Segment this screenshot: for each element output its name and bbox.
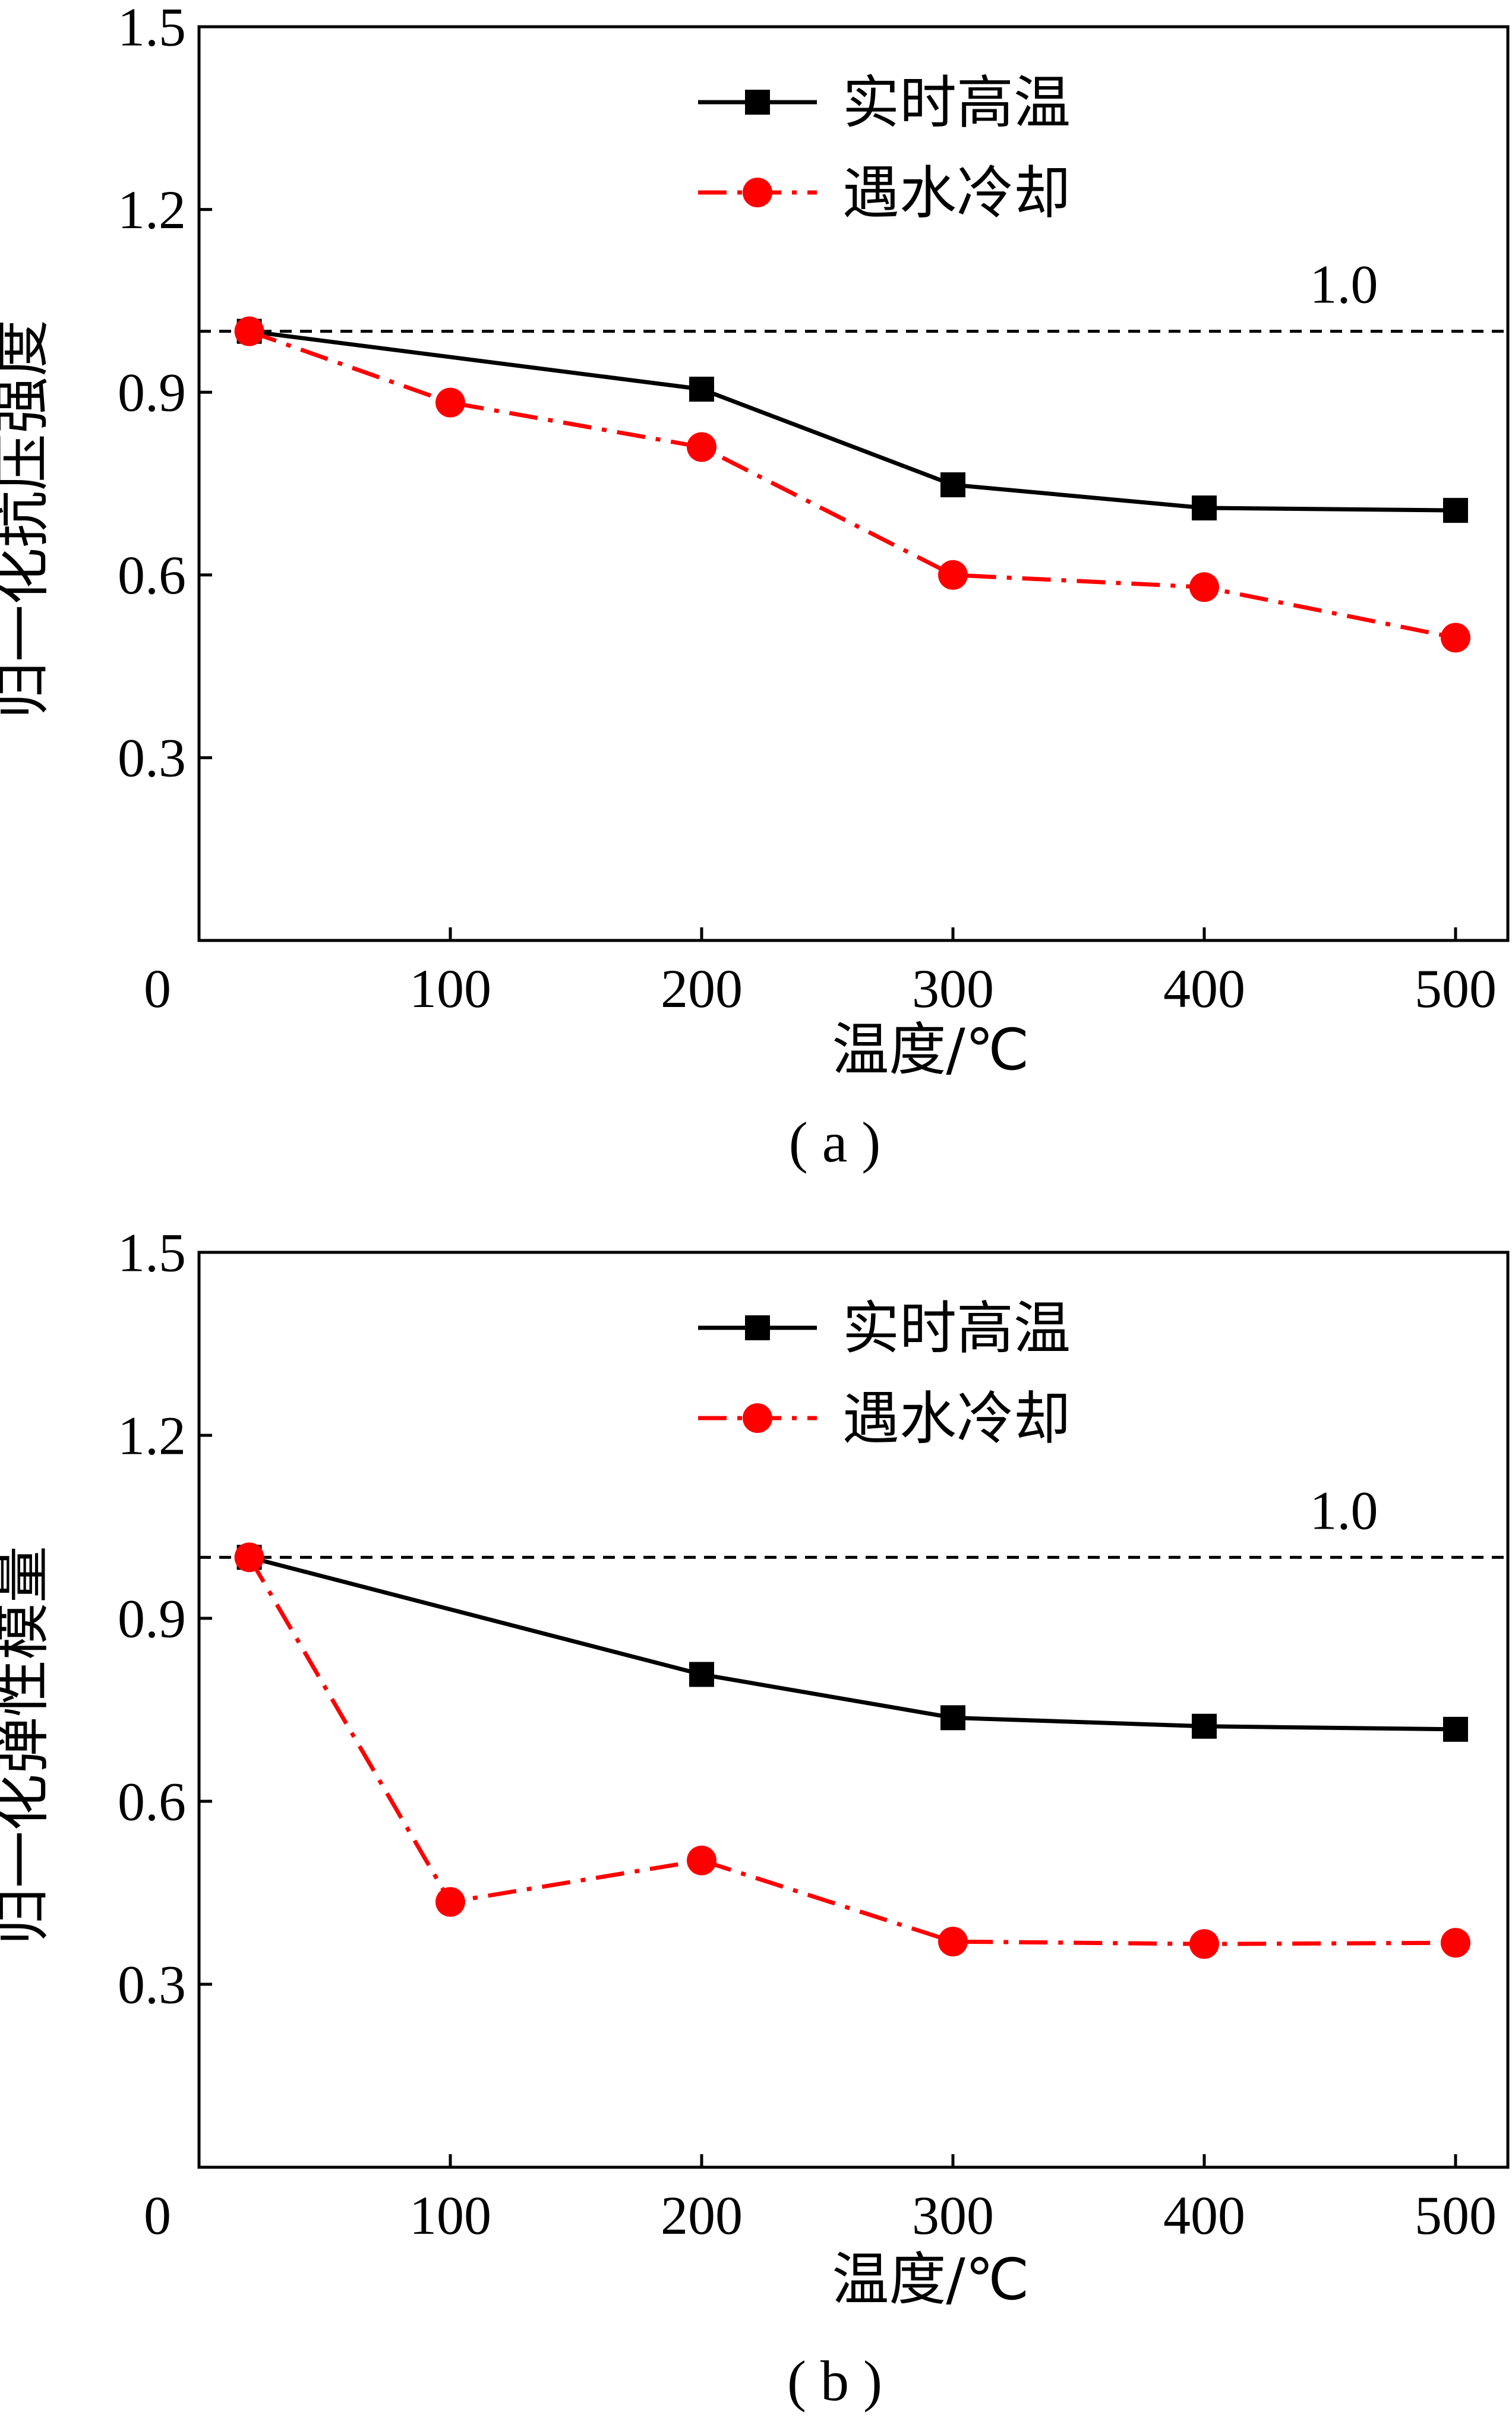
y-tick-label: 1.5 (118, 0, 186, 57)
legend-marker-square (745, 1315, 770, 1340)
data-point-square (1192, 495, 1217, 521)
x-tick-label: 200 (661, 958, 743, 1019)
plot-frame (197, 1251, 1510, 2169)
panel-label: ( a ) (789, 1110, 881, 1174)
x-tick-label: 300 (912, 2185, 994, 2246)
plot-frame (197, 25, 1510, 942)
legend-label: 实时高温 (842, 70, 1071, 136)
x-axis-label: 温度/℃ (832, 1016, 1029, 1083)
y-axis-label: 归一化抗压强度 (0, 320, 55, 719)
data-point-circle (687, 1845, 716, 1876)
x-axis-label: 温度/℃ (832, 2246, 1029, 2313)
x-tick-label: 500 (1415, 958, 1497, 1019)
x-tick-label: 200 (661, 2185, 743, 2246)
data-point-circle (1441, 623, 1470, 653)
chart-panel-b: 0.3 0.6 0.9 1.2 1.5 0 100 200 300 400 500 1.0 实时高温遇水… (0, 1222, 1510, 2413)
data-point-circle (687, 432, 716, 462)
legend-item: 实时高温 (698, 1295, 1071, 1362)
legend-marker-circle (743, 178, 772, 207)
series-line-realtime (248, 1555, 1456, 1732)
data-point-circle (234, 316, 264, 346)
y-tick-label: 0.3 (118, 1954, 186, 2015)
data-point-square (1192, 1713, 1217, 1739)
data-point-circle (1441, 1928, 1470, 1958)
legend-marker-circle (743, 1403, 772, 1433)
data-point-square (940, 1705, 965, 1731)
data-point-circle (938, 560, 968, 590)
series-line-realtime (249, 329, 1456, 513)
data-point-circle (1189, 1929, 1219, 1959)
y-axis-label: 归一化弹性模量 (0, 1546, 55, 1945)
reference-line-label: 1.0 (1310, 254, 1378, 315)
data-point-square (1443, 1716, 1468, 1742)
legend-label: 遇水冷却 (842, 160, 1071, 226)
y-tick-label: 0.6 (118, 545, 186, 605)
data-point-circle (435, 387, 465, 418)
data-point-square (689, 377, 714, 402)
x-tick-label: 400 (1163, 2185, 1245, 2246)
y-tick-label: 0.9 (118, 362, 186, 422)
data-point-square (940, 472, 965, 498)
x-tick-label: 400 (1163, 958, 1245, 1019)
y-tick-label: 0.9 (118, 1588, 186, 1649)
data-point-circle (435, 1887, 465, 1917)
legend-marker-square (745, 90, 770, 115)
y-tick-label: 1.2 (118, 1405, 186, 1466)
reference-line-label: 1.0 (1310, 1480, 1378, 1540)
y-tick-label: 0.3 (118, 728, 186, 788)
chart-panel-a: 0.3 0.6 0.9 1.2 1.5 0 100 200 300 400 500 1.0 实时高温遇水… (0, 0, 1510, 1174)
y-tick-label: 1.5 (118, 1222, 186, 1283)
x-tick-label: 100 (409, 958, 491, 1019)
x-tick-label: 0 (144, 958, 171, 1019)
legend-label: 实时高温 (842, 1295, 1071, 1362)
series-line-water-cooled (248, 329, 1456, 640)
legend-item: 遇水冷却 (698, 160, 1071, 226)
y-tick-label: 1.2 (118, 179, 186, 240)
x-tick-label: 0 (144, 2185, 171, 2246)
x-tick-label: 100 (409, 2185, 491, 2246)
series-line-water-cooled (247, 1556, 1456, 1946)
y-tick-label: 0.6 (118, 1771, 186, 1832)
x-tick-label: 500 (1415, 2185, 1497, 2246)
data-point-circle (1189, 572, 1219, 602)
legend-item: 实时高温 (698, 70, 1071, 136)
legend-item: 遇水冷却 (698, 1385, 1071, 1452)
legend-label: 遇水冷却 (842, 1385, 1071, 1452)
data-point-square (1443, 498, 1468, 523)
data-point-circle (938, 1927, 968, 1957)
x-tick-label: 300 (912, 958, 994, 1019)
panel-label: ( b ) (787, 2349, 882, 2413)
data-point-square (689, 1662, 714, 1687)
data-point-circle (234, 1542, 264, 1573)
